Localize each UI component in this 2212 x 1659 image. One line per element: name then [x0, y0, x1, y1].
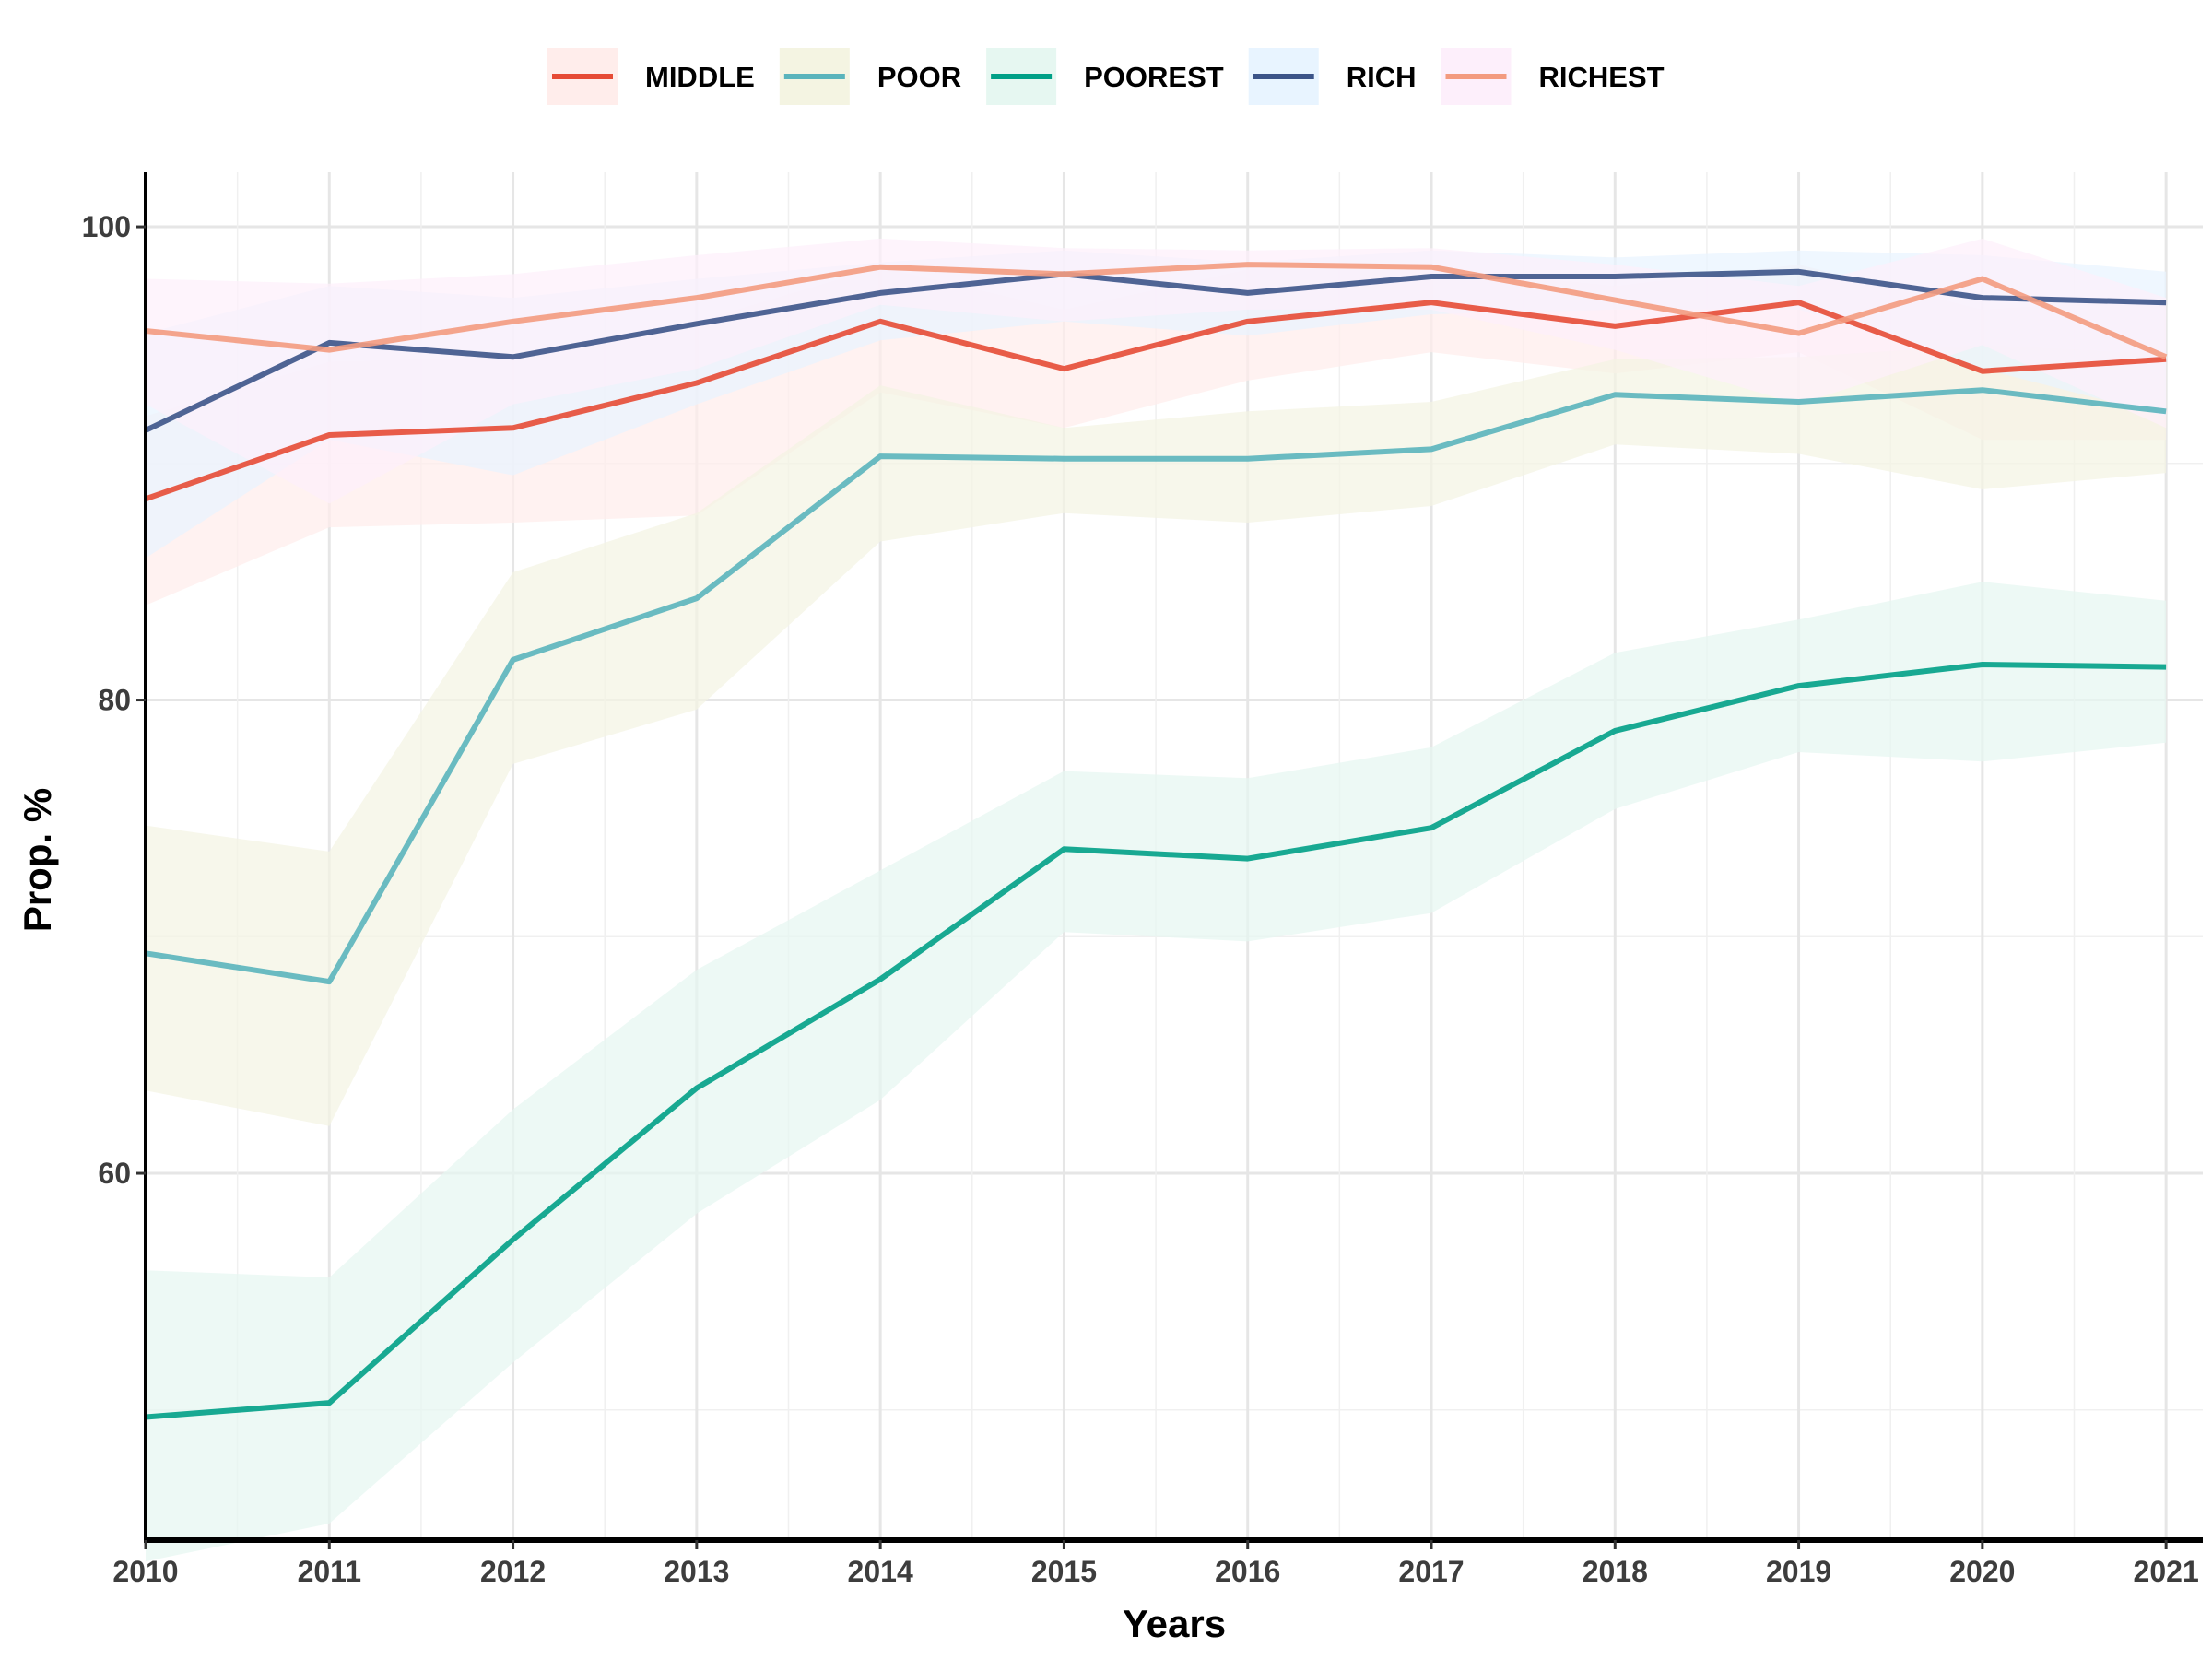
legend-item-richest: RICHEST	[1441, 48, 1665, 105]
legend-item-poor: POOR	[779, 48, 961, 105]
line-rich	[144, 268, 2167, 433]
x-tick-label-2019: 2019	[1766, 1555, 1831, 1588]
band-poorest	[146, 582, 2167, 1562]
series-lines	[144, 262, 2168, 1420]
y-tick-label-80: 80	[98, 684, 131, 717]
x-tick-label-2016: 2016	[1215, 1555, 1280, 1588]
x-tick-label-2011: 2011	[298, 1555, 361, 1588]
x-tick-label-2017: 2017	[1398, 1555, 1464, 1588]
x-tick-label-2021: 2021	[2134, 1555, 2199, 1588]
legend-label-middle: MIDDLE	[645, 61, 755, 93]
line-richest	[145, 262, 2168, 360]
legend: MIDDLE POOR POOREST RICH RICHEST	[547, 48, 1665, 105]
x-tick-label-2013: 2013	[664, 1555, 729, 1588]
x-tick-label-2012: 2012	[480, 1555, 546, 1588]
legend-label-poor: POOR	[877, 61, 961, 93]
y-tick-label-100: 100	[82, 210, 131, 243]
legend-item-rich: RICH	[1248, 48, 1417, 105]
band-poor	[146, 345, 2167, 1126]
legend-item-middle: MIDDLE	[547, 48, 755, 105]
legend-label-poorest: POOREST	[1084, 61, 1224, 93]
tick-labels: 60 80 100 2010 2011 2012 2013 2014 2015 2016 2017 2…	[82, 210, 2199, 1588]
y-axis-title: Prop. %	[16, 788, 59, 932]
x-tick-label-2020: 2020	[1949, 1555, 2015, 1588]
line-poorest	[145, 662, 2167, 1420]
x-tick-label-2015: 2015	[1031, 1555, 1097, 1588]
x-tick-label-2018: 2018	[1583, 1555, 1648, 1588]
line-middle	[145, 300, 2167, 502]
legend-item-poorest: POOREST	[986, 48, 1224, 105]
x-axis-title: Years	[1123, 1602, 1226, 1645]
y-tick-label-60: 60	[98, 1157, 131, 1190]
axes	[136, 172, 2203, 1549]
x-tick-label-2014: 2014	[848, 1555, 913, 1588]
legend-label-rich: RICH	[1347, 61, 1417, 93]
legend-label-richest: RICHEST	[1539, 61, 1665, 93]
line-poor	[145, 387, 2167, 985]
x-tick-label-2010: 2010	[112, 1555, 178, 1588]
